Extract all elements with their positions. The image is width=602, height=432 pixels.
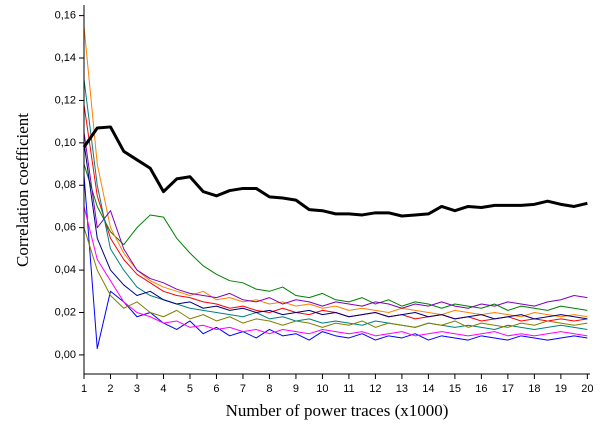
x-tick-label: 5 — [187, 383, 193, 395]
x-tick-label: 7 — [240, 383, 246, 395]
y-tick-label: 0,04 — [55, 264, 76, 276]
x-tick-label: 8 — [266, 383, 272, 395]
y-axis-title: Correlation coefficient — [13, 113, 32, 267]
series-line — [83, 132, 588, 309]
x-tick-label: 2 — [107, 383, 113, 395]
x-tick-label: 3 — [134, 383, 140, 395]
series-line — [83, 163, 588, 311]
x-tick-label: 9 — [293, 383, 299, 395]
x-tick-label: 6 — [213, 383, 219, 395]
x-tick-label: 15 — [449, 383, 461, 395]
x-tick-label: 10 — [316, 383, 328, 395]
series-line — [83, 227, 588, 328]
x-tick-label: 17 — [502, 383, 514, 395]
x-tick-label: 14 — [422, 383, 434, 395]
y-tick-label: 0,12 — [55, 94, 76, 106]
series-line — [82, 125, 588, 218]
x-tick-label: 19 — [555, 383, 567, 395]
y-tick-label: 0,06 — [55, 222, 76, 234]
series-line — [83, 206, 588, 337]
series-line — [83, 26, 588, 318]
x-tick-label: 16 — [475, 383, 487, 395]
x-tick-label: 12 — [369, 383, 381, 395]
x-tick-label: 18 — [528, 383, 540, 395]
x-tick-label: 4 — [160, 383, 166, 395]
y-tick-label: 0,10 — [55, 137, 76, 149]
x-axis-title: Number of power traces (x1000) — [226, 401, 449, 420]
y-tick-label: 0,02 — [55, 306, 76, 318]
x-tick-label: 20 — [581, 383, 593, 395]
y-tick-label: 0,14 — [55, 52, 76, 64]
series-line — [83, 142, 588, 320]
series-line — [83, 174, 588, 350]
x-tick-label: 13 — [396, 383, 408, 395]
x-tick-label: 11 — [343, 383, 354, 395]
y-tick-label: 0,08 — [55, 179, 76, 191]
x-tick-label: 1 — [81, 383, 87, 395]
y-tick-label: 0,16 — [55, 10, 76, 22]
y-tick-label: 0,00 — [55, 349, 76, 361]
